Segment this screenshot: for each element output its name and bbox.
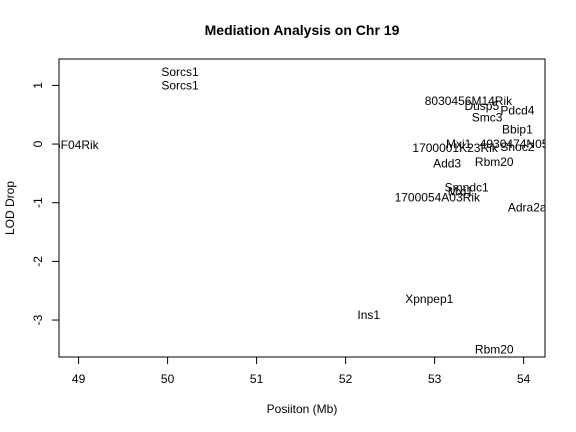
y-tick-label: -3 — [31, 314, 45, 325]
gene-point-label: Ins1 — [357, 308, 380, 322]
gene-point-label: Pdcd4 — [500, 104, 534, 118]
gene-point-label: Mxi1 — [448, 185, 474, 199]
gene-point-label: 4930535F04Rik — [14, 138, 100, 152]
gene-point-label: 8030456M14Rik — [425, 94, 513, 108]
x-axis-title: Posiiton (Mb) — [267, 402, 338, 416]
x-axis: 49 50 51 52 53 54 — [72, 356, 531, 386]
x-tick-label: 49 — [72, 372, 86, 386]
x-tick-label: 53 — [428, 372, 442, 386]
gene-point-label: 1700054A03Rik — [395, 190, 481, 204]
gene-point-label: 1700001K23Rik — [412, 141, 498, 155]
gene-point-label: Rbm20 — [475, 155, 514, 169]
gene-point-label: Shoc2 — [500, 140, 534, 154]
gene-point-label: Smc3 — [472, 111, 503, 125]
y-tick-label: 1 — [31, 82, 45, 89]
x-tick-label: 50 — [161, 372, 175, 386]
y-tick-label: -2 — [31, 256, 45, 267]
gene-point-label: Adra2a — [508, 200, 547, 214]
gene-point-label: Sorcs1 — [161, 78, 199, 92]
gene-point-label: Add3 — [433, 156, 461, 170]
y-axis: -3 -2 -1 0 1 — [31, 82, 60, 325]
x-tick-label: 54 — [517, 372, 531, 386]
gene-point-label: Smndc1 — [445, 180, 489, 194]
y-axis-title: LOD Drop — [3, 181, 17, 235]
gene-point-label: Mxi1 — [446, 137, 472, 151]
x-tick-label: 51 — [250, 372, 264, 386]
gene-point-label: Xpnpep1 — [405, 292, 453, 306]
chart-title: Mediation Analysis on Chr 19 — [205, 22, 400, 38]
gene-point-label: 4930474N05Rik — [480, 137, 567, 151]
gene-point-label: Dusp5 — [464, 99, 499, 113]
x-tick-label: 52 — [339, 372, 353, 386]
y-tick-label: -1 — [31, 197, 45, 208]
gene-point-label: Bbip1 — [502, 122, 533, 136]
gene-point-label: Rbm20 — [475, 342, 514, 356]
y-tick-label: 0 — [31, 140, 45, 147]
gene-point-label: Sorcs1 — [161, 65, 199, 79]
